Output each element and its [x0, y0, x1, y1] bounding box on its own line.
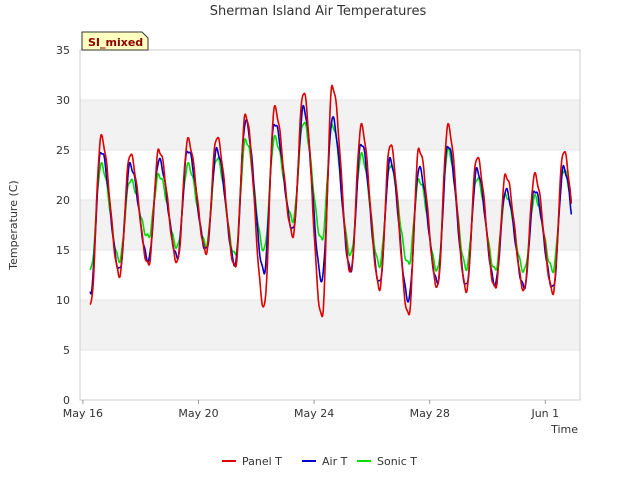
- legend-label: Air T: [322, 455, 348, 468]
- plot-frame: [79, 49, 581, 401]
- x-tick-label: May 24: [294, 407, 334, 420]
- y-tick-label: 0: [63, 394, 70, 407]
- y-tick-label: 35: [56, 44, 70, 57]
- y-tick-label: 25: [56, 144, 70, 157]
- y-tick-label: 10: [56, 294, 70, 307]
- x-axis-ticks: May 16 May 20 May 24 May 28 Jun 1: [63, 400, 559, 420]
- y-tick-label: 20: [56, 194, 70, 207]
- series-layer: [89, 84, 573, 318]
- site-tag-box: [81, 31, 149, 51]
- y-tick-label: 15: [56, 244, 70, 257]
- chart-title: Sherman Island Air Temperatures: [210, 4, 427, 19]
- y-tick-label: 30: [56, 94, 70, 107]
- x-tick-label: May 20: [178, 407, 218, 420]
- legend-label: Sonic T: [377, 455, 417, 468]
- y-tick-label: 5: [63, 344, 70, 357]
- site-tag-text: SI_mixed: [88, 36, 143, 49]
- x-axis-label: Time: [550, 423, 578, 436]
- legend: Panel T Air T Sonic T: [222, 455, 417, 468]
- x-tick-label: May 28: [410, 407, 450, 420]
- x-tick-label: Jun 1: [530, 407, 559, 420]
- x-tick-label: May 16: [63, 407, 103, 420]
- legend-label: Panel T: [242, 455, 282, 468]
- grid-band: [80, 200, 580, 250]
- series-line-panel-t: [89, 84, 573, 318]
- y-axis-label: Temperature (C): [7, 180, 20, 270]
- site-tag: SI_mixed: [81, 31, 149, 51]
- y-axis-ticks: 0 5 10 15 20 25 30 35: [56, 44, 70, 407]
- grid-band: [80, 300, 580, 350]
- grid-bands: [80, 49, 580, 401]
